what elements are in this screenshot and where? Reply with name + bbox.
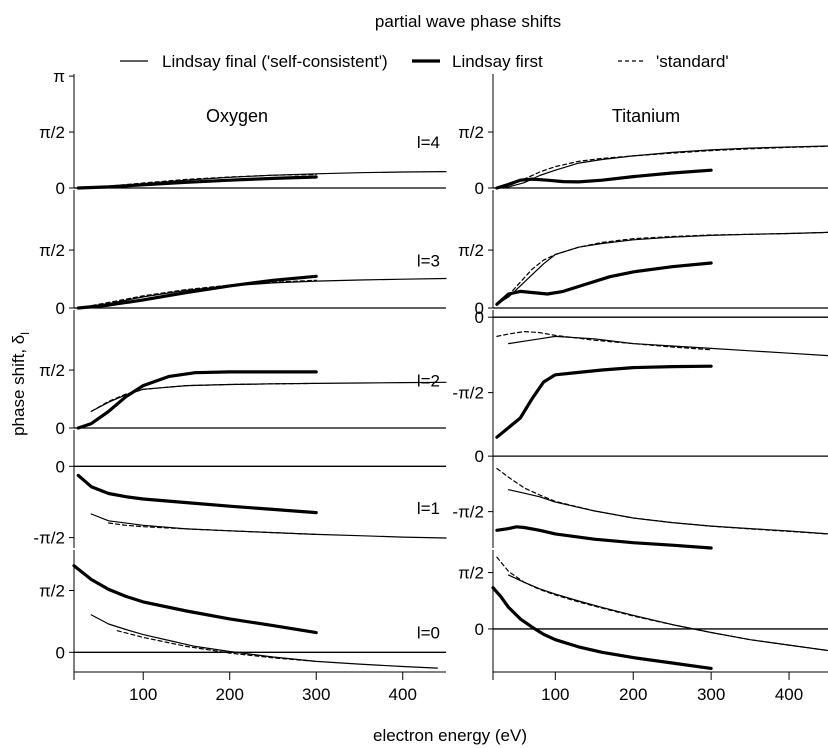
y-tick-label: π/2: [458, 123, 484, 142]
series-line-lindsay-first: [495, 261, 713, 306]
y-tick-label: π/2: [39, 123, 65, 142]
legend-label-final: Lindsay final ('self-consistent'): [162, 52, 388, 71]
y-tick-label: π/2: [39, 241, 65, 260]
panels: π π/2 0 l=4 π/2 0 π/2 0 l=3 π/2 0 π/2 0 l=2 0 -π/2 0 -π/2…: [33, 67, 828, 672]
series-line-standard: [77, 173, 317, 189]
y-tick-label: 0: [475, 308, 484, 327]
y-tick-label: 0: [475, 299, 484, 318]
x-tick-label: 100: [129, 685, 157, 704]
x-axis-label: electron energy (eV): [373, 726, 527, 745]
series-line-standard: [108, 522, 317, 535]
legend-label-standard: 'standard': [656, 52, 729, 71]
panel-oxygen-l3: π/2 0 l=3: [39, 190, 447, 318]
x-axes: 100 200 300 400 100 200 300 400: [73, 671, 828, 704]
panel-label-l0: l=0: [417, 624, 440, 643]
x-tick-label: 200: [216, 685, 244, 704]
series-line-lindsay-first: [495, 364, 713, 439]
series-line-standard: [90, 382, 317, 412]
y-tick-label: 0: [475, 179, 484, 198]
series-line-standard: [116, 630, 317, 662]
x-tick-label: 300: [302, 685, 330, 704]
y-tick-label: 0: [475, 620, 484, 639]
panel-label-l1: l=1: [417, 499, 440, 518]
x-tick-label: 200: [619, 685, 647, 704]
panel-titanium-l0: π/2 0: [458, 550, 828, 672]
panel-oxygen-l0: π/2 0 l=0: [39, 550, 446, 672]
x-axis-oxygen: 100 200 300 400: [73, 671, 446, 704]
series-line-standard: [496, 467, 828, 535]
series-line-lindsay-first: [76, 473, 318, 515]
panel-titanium-l2: 0 -π/2: [452, 308, 828, 442]
series-line-lindsay-final-self-consistent: [508, 489, 828, 535]
panel-titanium-l1: 0 -π/2: [452, 442, 828, 550]
x-axis-titanium: 100 200 300 400: [492, 671, 828, 704]
panel-oxygen-l2: π/2 0 l=2: [39, 310, 447, 438]
panel-oxygen-l4: π π/2 0 l=4: [39, 67, 447, 198]
series-line-standard: [496, 331, 712, 351]
legend: Lindsay final ('self-consistent') Lindsa…: [120, 52, 729, 71]
x-tick-label: 400: [389, 685, 417, 704]
panel-label-l2: l=2: [417, 372, 440, 391]
series-line-standard: [77, 279, 317, 309]
y-tick-label: -π/2: [452, 503, 484, 522]
series-line-lindsay-first: [491, 586, 713, 670]
y-tick-label: 0: [56, 299, 65, 318]
series-line-standard: [496, 231, 828, 305]
panel-titanium-l4: π/2 0: [458, 74, 828, 198]
panel-label-l3: l=3: [417, 252, 440, 271]
x-tick-label: 100: [541, 685, 569, 704]
x-tick-label: 400: [775, 685, 803, 704]
y-tick-label: 0: [56, 419, 65, 438]
y-tick-label: 0: [56, 643, 65, 662]
y-tick-label: π/2: [39, 361, 65, 380]
series-line-lindsay-first: [72, 564, 318, 635]
y-tick-label: π/2: [458, 241, 484, 260]
y-axis-label-subscript: l: [18, 332, 32, 335]
series-line-lindsay-first: [495, 525, 713, 550]
panel-oxygen-l1: 0 -π/2 l=1: [33, 430, 447, 548]
y-axis-label: phase shift, δl: [9, 332, 32, 436]
legend-label-first: Lindsay first: [452, 52, 543, 71]
series-line-lindsay-first: [76, 175, 318, 190]
y-tick-label: π/2: [458, 564, 484, 583]
y-tick-label: π/2: [39, 582, 65, 601]
series-line-lindsay-first: [76, 370, 318, 430]
series-line-lindsay-final-self-consistent: [508, 335, 828, 357]
panel-titanium-l3: π/2 0: [458, 190, 828, 318]
column-title-oxygen: Oxygen: [206, 106, 268, 126]
panel-label-l4: l=4: [417, 133, 440, 152]
series-line-standard: [496, 145, 828, 189]
x-tick-label: 300: [697, 685, 725, 704]
y-tick-label: 0: [56, 457, 65, 476]
y-tick-label: -π/2: [33, 529, 65, 548]
series-line-lindsay-final-self-consistent: [496, 145, 828, 189]
column-title-titanium: Titanium: [612, 106, 680, 126]
series-line-lindsay-first: [495, 168, 713, 190]
y-tick-label: 0: [56, 179, 65, 198]
series-line-standard: [496, 556, 828, 652]
series-line-lindsay-first: [76, 274, 318, 310]
series-line-lindsay-final-self-consistent: [90, 614, 438, 669]
series-line-lindsay-final-self-consistent: [90, 513, 447, 539]
y-tick-label: π: [53, 67, 65, 86]
y-tick-label: -π/2: [452, 384, 484, 403]
figure-title: partial wave phase shifts: [375, 12, 561, 31]
y-tick-label: 0: [475, 447, 484, 466]
y-axis-label-main: phase shift, δ: [9, 335, 28, 436]
